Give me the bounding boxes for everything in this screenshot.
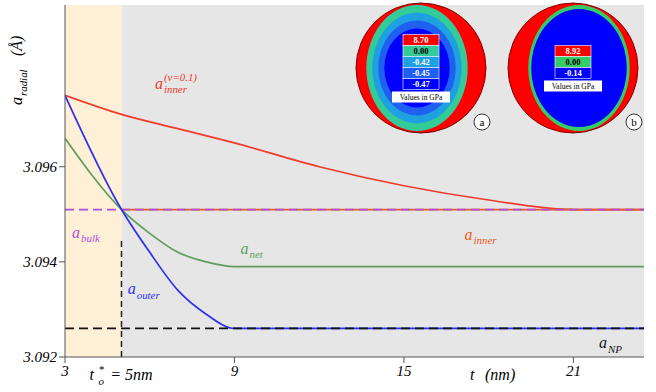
svg-text:3: 3 bbox=[60, 363, 69, 379]
svg-text:a: a bbox=[128, 280, 136, 297]
svg-text:21: 21 bbox=[566, 363, 581, 379]
svg-text:t: t bbox=[89, 366, 94, 383]
svg-text:-0.14: -0.14 bbox=[564, 68, 582, 78]
svg-text:inner: inner bbox=[164, 83, 188, 95]
svg-text:a: a bbox=[464, 226, 472, 243]
svg-text:Values in GPa: Values in GPa bbox=[400, 93, 443, 102]
svg-text:3.094: 3.094 bbox=[22, 254, 57, 270]
svg-text:-0.45: -0.45 bbox=[412, 68, 430, 78]
svg-text:*: * bbox=[98, 363, 104, 375]
svg-text:(Å): (Å) bbox=[8, 36, 26, 60]
svg-text:3.096: 3.096 bbox=[22, 159, 57, 175]
svg-text:-0.42: -0.42 bbox=[412, 57, 430, 67]
svg-text:8.92: 8.92 bbox=[566, 46, 581, 56]
svg-text:= 5nm: = 5nm bbox=[106, 366, 152, 383]
svg-text:bulk: bulk bbox=[81, 232, 100, 244]
svg-text:a: a bbox=[480, 116, 485, 128]
svg-text:o: o bbox=[98, 375, 104, 387]
svg-text:0.00: 0.00 bbox=[414, 46, 429, 56]
svg-text:net: net bbox=[249, 248, 263, 260]
svg-text:b: b bbox=[631, 116, 637, 128]
svg-text:9: 9 bbox=[231, 363, 239, 379]
svg-text:0.00: 0.00 bbox=[566, 57, 581, 67]
svg-text:outer: outer bbox=[137, 289, 161, 301]
svg-text:a: a bbox=[599, 334, 607, 351]
svg-text:3.092: 3.092 bbox=[22, 349, 57, 365]
svg-text:-0.47: -0.47 bbox=[412, 79, 430, 89]
svg-text:t: t bbox=[470, 366, 475, 383]
svg-text:a: a bbox=[8, 97, 25, 105]
svg-text:inner: inner bbox=[473, 234, 497, 246]
svg-text:a: a bbox=[240, 240, 248, 257]
svg-text:(ν=0.1): (ν=0.1) bbox=[164, 71, 197, 84]
svg-text:a: a bbox=[155, 75, 163, 92]
svg-text:(nm): (nm) bbox=[481, 366, 515, 384]
svg-text:radial: radial bbox=[17, 69, 29, 96]
svg-text:15: 15 bbox=[396, 363, 412, 379]
svg-text:8.70: 8.70 bbox=[414, 35, 429, 45]
svg-text:Values in GPa: Values in GPa bbox=[552, 82, 595, 91]
svg-text:NP: NP bbox=[607, 343, 622, 355]
svg-text:a: a bbox=[72, 224, 80, 241]
